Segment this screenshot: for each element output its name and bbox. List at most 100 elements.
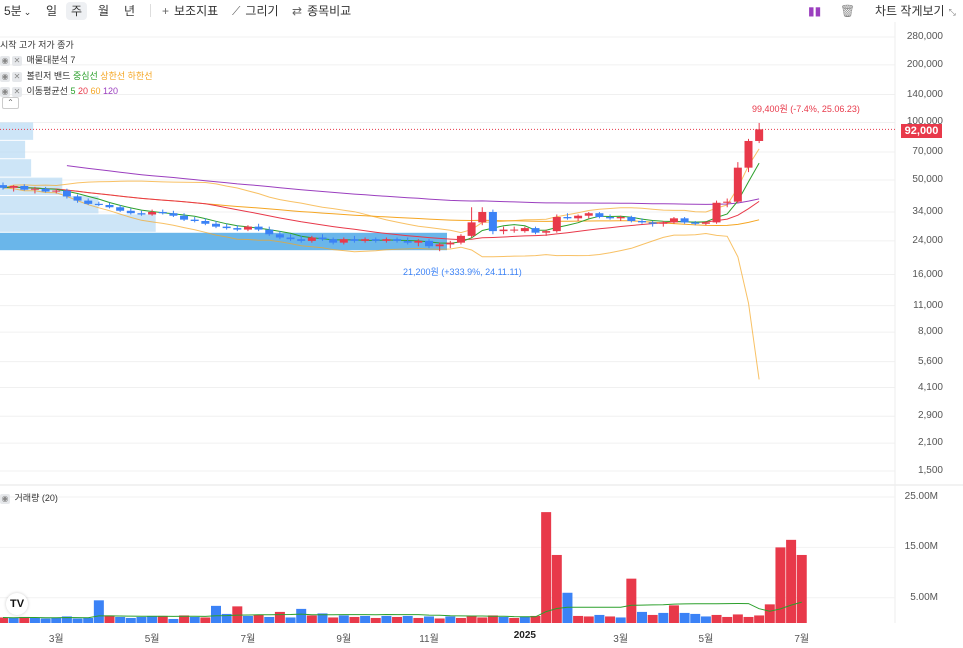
compare-label: 종목비교: [307, 4, 352, 18]
candle-body: [254, 226, 263, 230]
candle-body: [243, 226, 252, 230]
volume-bar: [583, 616, 594, 623]
candle-body: [659, 222, 668, 224]
period-year[interactable]: 년: [124, 4, 136, 18]
candle-body: [531, 228, 540, 233]
candle-body: [638, 221, 646, 223]
volume-bar: [253, 614, 264, 623]
indicator-button[interactable]: + 보조지표: [162, 2, 218, 20]
price-tick-label: 70,000: [912, 146, 943, 158]
candle-body: [222, 226, 231, 229]
close-icon[interactable]: ✕: [12, 87, 22, 97]
volume-bar: [690, 613, 701, 623]
volume-profile-bar: [0, 232, 447, 251]
candle-body: [84, 200, 93, 204]
interval-selector[interactable]: 5분 ⌄: [4, 2, 31, 20]
volume-bar: [136, 616, 147, 623]
candle-body: [20, 186, 29, 190]
collapse-legend-button[interactable]: ⌃: [2, 97, 19, 109]
volume-bar: [551, 554, 562, 623]
volume-label: 거래량 (20): [14, 493, 58, 503]
volume-bar: [40, 618, 51, 623]
candle-body: [542, 231, 551, 233]
candle-body: [52, 190, 61, 192]
candle-body: [755, 129, 764, 141]
small-chart-button[interactable]: 차트 작게보기 ⤡: [875, 2, 956, 20]
swap-icon: ⇄: [292, 4, 303, 18]
volume-bar: [370, 617, 381, 623]
candle-body: [329, 239, 338, 243]
candle-body: [510, 229, 519, 231]
volume-bar: [679, 612, 690, 623]
candle-body: [350, 239, 359, 241]
volume-bar: [498, 616, 509, 623]
indicator-label: 보조지표: [174, 4, 219, 18]
period-week[interactable]: 주: [66, 2, 88, 20]
toolbar: 5분 ⌄ 일 주 월 년 + 보조지표 ⟋ 그리기 ⇄ 종목비교 ▮▮ 🗑 차트 작게보…: [0, 0, 963, 22]
time-tick-label: 9월: [336, 634, 352, 645]
eye-icon[interactable]: ◉: [0, 87, 10, 97]
eye-icon[interactable]: ◉: [0, 72, 10, 82]
bollinger-mid-label: 중심선: [72, 71, 98, 81]
price-tick-label: 50,000: [912, 173, 943, 185]
candle-body: [584, 213, 593, 216]
candle-body: [574, 215, 583, 219]
small-chart-label: 차트 작게보기: [875, 4, 945, 18]
candle-body: [701, 222, 710, 224]
price-tick-label: 1,500: [917, 465, 943, 476]
time-tick-label: 3월: [613, 634, 629, 645]
candle-body: [116, 207, 125, 211]
candle-body: [339, 239, 348, 243]
candle-body: [552, 217, 561, 232]
price-tick-label: 5,600: [917, 355, 943, 367]
volume-tick-label: 25.00M: [904, 491, 938, 502]
draw-button[interactable]: ⟋ 그리기: [232, 2, 279, 20]
volume-bar: [0, 617, 8, 623]
period-day[interactable]: 일: [46, 4, 58, 18]
volume-bar: [19, 616, 30, 623]
volume-tick-label: 15.00M: [904, 541, 938, 553]
volume-bar: [775, 547, 786, 623]
price-tick-label: 2,100: [917, 437, 943, 449]
chart-style-icon[interactable]: ▮▮: [808, 4, 822, 18]
candle-body: [563, 217, 572, 219]
time-tick-label: 3월: [48, 634, 64, 645]
volume-bar: [732, 614, 743, 623]
candle-body: [318, 237, 327, 240]
candle-body: [595, 213, 604, 218]
volume-profile-bar: [0, 140, 26, 159]
price-tick-label: 16,000: [912, 268, 943, 280]
volume-bar: [424, 616, 434, 623]
volume-bar: [51, 617, 62, 623]
volume-bar: [754, 615, 765, 623]
bollinger-lower-line: [2, 187, 760, 380]
volume-ma-line: [2, 601, 802, 619]
candle-body: [382, 239, 391, 241]
tradingview-logo[interactable]: TV: [6, 593, 28, 615]
price-tick-label: 140,000: [906, 88, 943, 100]
bollinger-upper-label: 상한선: [100, 71, 126, 81]
candle-body: [723, 201, 732, 203]
price-tick-label: 200,000: [906, 58, 943, 70]
compare-button[interactable]: ⇄ 종목비교: [292, 2, 351, 20]
candle-body: [467, 222, 476, 236]
period-month[interactable]: 월: [98, 4, 110, 18]
bollinger-label: 볼린저 밴드: [26, 71, 71, 81]
eye-icon[interactable]: ◉: [0, 494, 10, 504]
eye-icon[interactable]: ◉: [0, 56, 10, 66]
volume-bar: [573, 615, 584, 623]
volume-bar: [328, 617, 339, 623]
volume-bar: [296, 608, 307, 623]
volume-bar: [317, 613, 328, 623]
volume-bar: [413, 617, 424, 623]
volume-bar: [455, 617, 466, 623]
close-icon[interactable]: ✕: [12, 72, 22, 82]
price-tick-label: 24,000: [912, 234, 943, 246]
trash-icon[interactable]: 🗑: [840, 4, 856, 18]
close-icon[interactable]: ✕: [12, 56, 22, 66]
price-tick-label: 2,900: [917, 410, 943, 422]
time-tick-label: 2025: [513, 630, 536, 641]
time-tick-label: 5월: [698, 634, 714, 645]
candle-body: [9, 186, 18, 188]
